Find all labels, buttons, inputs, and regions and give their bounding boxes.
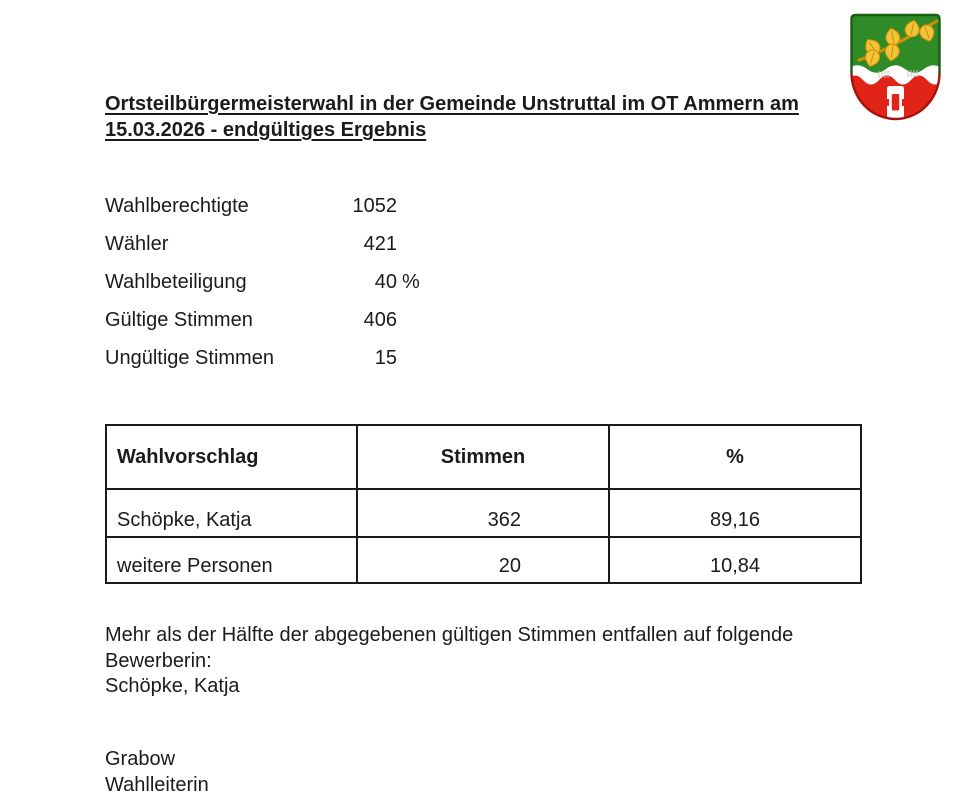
stat-label: Wahlbeteiligung (105, 271, 247, 293)
candidate-name: weitere Personen (105, 536, 358, 584)
table-header-row: Wahlvorschlag Stimmen % (105, 424, 862, 490)
title-line-1: Ortsteilbürgermeisterwahl in der Gemeind… (105, 93, 799, 115)
stat-label: Wähler (105, 233, 169, 255)
crest-millrind (886, 86, 905, 118)
stat-value: 1052 (352, 195, 398, 217)
stat-row-wahlbeteiligung: Wahlbeteiligung 40 % (105, 272, 605, 292)
signature-role: Wahlleiterin (105, 773, 209, 796)
stat-row-ungueltige-stimmen: Ungültige Stimmen 15 (105, 348, 605, 368)
header-wahlvorschlag: Wahlvorschlag (105, 424, 358, 490)
candidate-votes: 20 (356, 536, 610, 584)
stat-row-gueltige-stimmen: Gültige Stimmen 406 (105, 310, 605, 330)
table-row: Schöpke, Katja 362 89,16 (105, 488, 862, 538)
stat-value: 421 (363, 233, 397, 255)
document-title: Ortsteilbürgermeisterwahl in der Gemeind… (105, 91, 860, 143)
stat-label: Wahlberechtigte (105, 195, 249, 217)
header-percent: % (608, 424, 862, 490)
majority-note: Mehr als der Hälfte der abgegebenen gült… (105, 623, 865, 700)
stat-row-wahlberechtigte: Wahlberechtigte 1052 (105, 196, 605, 216)
candidate-name: Schöpke, Katja (105, 488, 358, 538)
results-table: Wahlvorschlag Stimmen % Schöpke, Katja 3… (105, 424, 862, 584)
signature-name: Grabow (105, 748, 176, 770)
stat-label: Gültige Stimmen (105, 309, 253, 331)
stat-row-waehler: Wähler 421 (105, 234, 605, 254)
stat-value: 40 (374, 271, 397, 293)
stat-suffix: % (402, 271, 420, 293)
note-line-1: Mehr als der Hälfte der abgegebenen gült… (105, 624, 794, 646)
table-row: weitere Personen 20 10,84 (105, 536, 862, 584)
signature-block: Grabow Wahlleiterin (105, 747, 505, 798)
crest-linden-leaves (861, 18, 938, 69)
stat-value: 406 (363, 309, 397, 331)
crest-band-hatching (878, 70, 918, 78)
candidate-percent: 89,16 (608, 488, 862, 538)
note-line-2: Bewerberin: (105, 649, 212, 672)
title-line-2: 15.03.2026 - endgültiges Ergebnis (105, 119, 427, 141)
candidate-percent: 10,84 (608, 536, 862, 584)
header-stimmen: Stimmen (356, 424, 610, 490)
stat-label: Ungültige Stimmen (105, 347, 274, 369)
note-line-3: Schöpke, Katja (105, 675, 240, 697)
coat-of-arms-icon (850, 13, 941, 121)
stat-value: 15 (374, 347, 397, 369)
crest-wavy-band (851, 65, 940, 85)
election-stats-list: Wahlberechtigte 1052 Wähler 421 Wahlbete… (105, 196, 605, 386)
candidate-votes: 362 (356, 488, 610, 538)
